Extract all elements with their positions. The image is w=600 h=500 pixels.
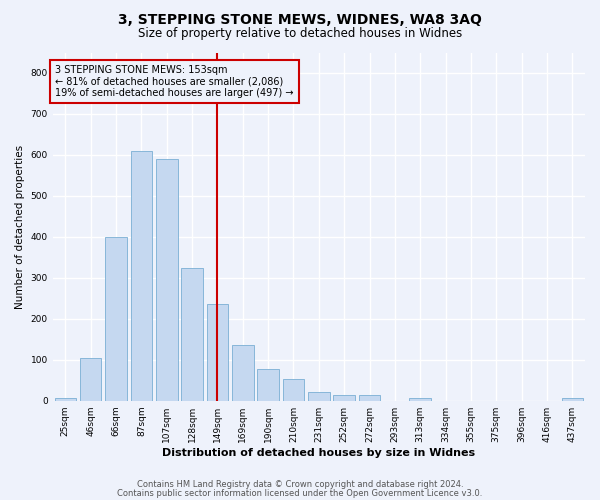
Text: 3, STEPPING STONE MEWS, WIDNES, WA8 3AQ: 3, STEPPING STONE MEWS, WIDNES, WA8 3AQ: [118, 12, 482, 26]
Bar: [283, 380, 304, 400]
Text: Contains HM Land Registry data © Crown copyright and database right 2024.: Contains HM Land Registry data © Crown c…: [137, 480, 463, 489]
Text: Size of property relative to detached houses in Widnes: Size of property relative to detached ho…: [138, 28, 462, 40]
Bar: [409, 398, 431, 400]
Y-axis label: Number of detached properties: Number of detached properties: [15, 144, 25, 308]
Bar: [80, 358, 101, 401]
Bar: [105, 237, 127, 400]
Bar: [359, 395, 380, 400]
Bar: [232, 346, 254, 401]
Bar: [181, 268, 203, 400]
Bar: [131, 151, 152, 400]
Bar: [334, 394, 355, 400]
Bar: [308, 392, 329, 400]
Bar: [562, 398, 583, 400]
Bar: [206, 304, 228, 400]
Bar: [156, 159, 178, 400]
Text: 3 STEPPING STONE MEWS: 153sqm
← 81% of detached houses are smaller (2,086)
19% o: 3 STEPPING STONE MEWS: 153sqm ← 81% of d…: [55, 65, 294, 98]
Bar: [257, 369, 279, 400]
Bar: [55, 398, 76, 400]
X-axis label: Distribution of detached houses by size in Widnes: Distribution of detached houses by size …: [162, 448, 475, 458]
Text: Contains public sector information licensed under the Open Government Licence v3: Contains public sector information licen…: [118, 488, 482, 498]
